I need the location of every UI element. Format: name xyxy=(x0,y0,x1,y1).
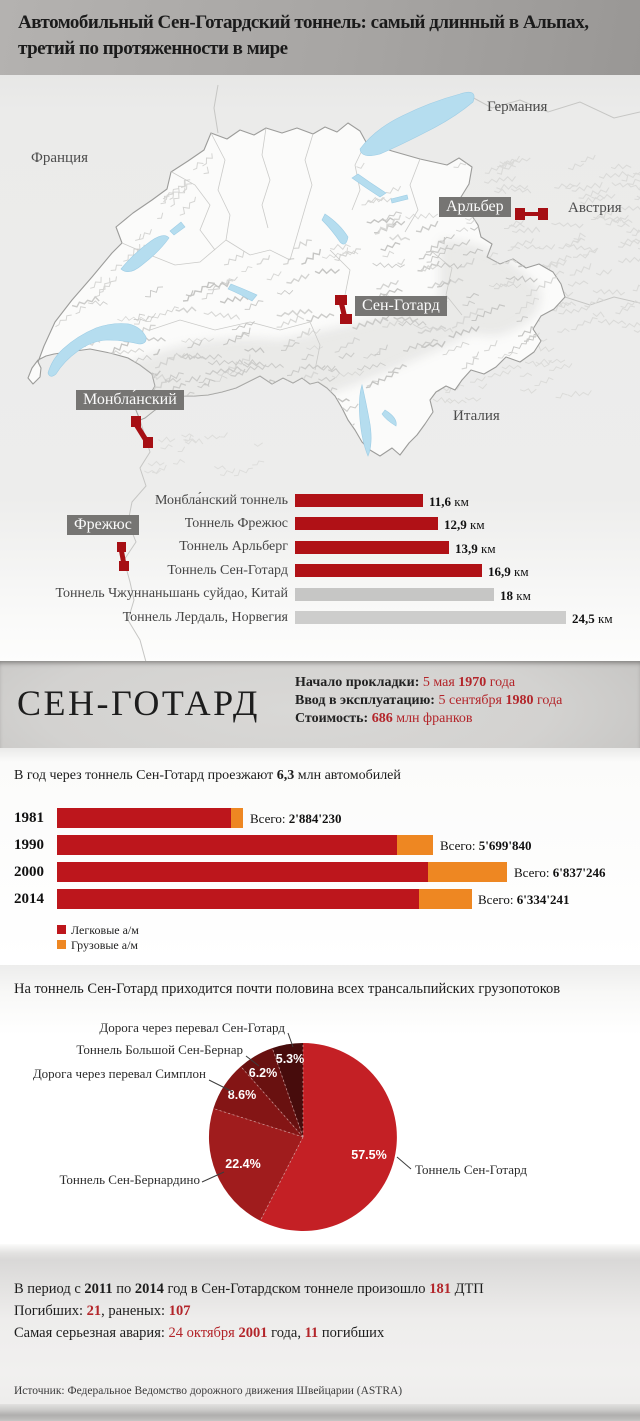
svg-text:5.3%: 5.3% xyxy=(276,1052,305,1066)
svg-text:Дорога через перевал Симплон: Дорога через перевал Симплон xyxy=(33,1066,206,1081)
svg-text:6.2%: 6.2% xyxy=(249,1066,278,1080)
svg-text:8.6%: 8.6% xyxy=(228,1088,257,1102)
svg-text:Тоннель Сен-Готард: Тоннель Сен-Готард xyxy=(415,1162,527,1177)
svg-text:Дорога через перевал Сен-Готар: Дорога через перевал Сен-Готард xyxy=(99,1020,285,1035)
svg-text:Тоннель Сен-Бернардино: Тоннель Сен-Бернардино xyxy=(59,1172,200,1187)
svg-text:57.5%: 57.5% xyxy=(351,1148,386,1162)
svg-text:Тоннель Большой Сен-Бернар: Тоннель Большой Сен-Бернар xyxy=(76,1042,243,1057)
svg-text:22.4%: 22.4% xyxy=(225,1157,260,1171)
